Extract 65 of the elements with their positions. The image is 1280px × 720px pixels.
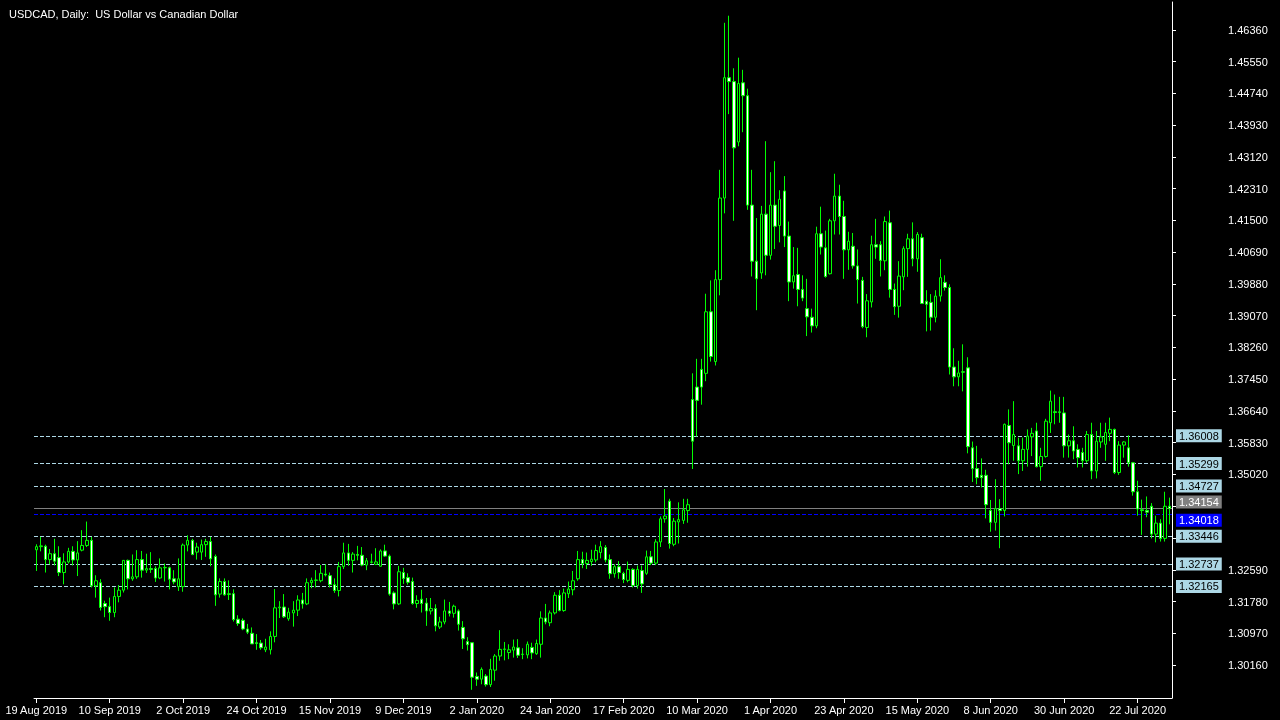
y-tick-label: 1.36640 xyxy=(1228,404,1268,417)
candlestick xyxy=(195,542,199,561)
y-tick-label: 1.45550 xyxy=(1228,55,1268,68)
y-tick-label: 1.43930 xyxy=(1228,119,1268,132)
y-tick-label: 1.32590 xyxy=(1228,563,1268,576)
x-tick-label: 10 Mar 2020 xyxy=(666,703,728,716)
y-tick-label: 1.41500 xyxy=(1228,214,1268,227)
ref-line-label: 1.34727 xyxy=(1179,479,1219,492)
x-tick-label: 2 Oct 2019 xyxy=(156,703,211,716)
x-tick-label: 17 Feb 2020 xyxy=(592,703,655,716)
candlestick xyxy=(516,638,520,659)
x-tick-label: 2 Jan 2020 xyxy=(449,703,505,716)
x-tick-label: 10 Sep 2019 xyxy=(78,703,141,716)
ref-line-label: 1.33446 xyxy=(1179,530,1219,543)
x-tick-label: 30 Jun 2020 xyxy=(1033,703,1095,716)
candlestick xyxy=(461,620,465,650)
candlestick xyxy=(594,544,598,563)
y-tick-label: 1.39070 xyxy=(1228,309,1268,322)
candlestick xyxy=(686,498,690,524)
x-tick-label: 9 Dec 2019 xyxy=(375,703,432,716)
candlestick xyxy=(530,642,534,660)
x-tick-label: 24 Oct 2019 xyxy=(226,703,287,716)
x-tick-label: 15 Nov 2019 xyxy=(298,703,362,716)
candlestick xyxy=(305,577,309,606)
x-tick-label: 1 Apr 2020 xyxy=(743,703,798,716)
y-tick-label: 1.39880 xyxy=(1228,277,1268,290)
x-tick-label: 8 Jun 2020 xyxy=(963,703,1018,716)
ref-line-label: 1.34154 xyxy=(1179,495,1219,508)
y-tick-label: 1.40690 xyxy=(1228,246,1268,259)
x-tick-label: 19 Aug 2019 xyxy=(5,703,68,716)
candlestick xyxy=(989,499,992,533)
y-tick-label: 1.44740 xyxy=(1228,87,1268,100)
candlestick xyxy=(507,643,511,660)
candlestick xyxy=(585,552,589,570)
candlestick xyxy=(360,546,364,567)
candlestick xyxy=(282,593,286,619)
x-tick-label: 15 May 2020 xyxy=(885,703,950,716)
candlestick xyxy=(374,547,378,566)
y-tick-label: 1.42310 xyxy=(1228,182,1268,195)
y-tick-label: 1.38260 xyxy=(1228,341,1268,354)
y-tick-label: 1.35020 xyxy=(1228,468,1268,481)
candlestick xyxy=(764,140,768,276)
candlestick xyxy=(617,560,621,580)
x-tick-label: 24 Jan 2020 xyxy=(519,703,581,716)
ref-line-label: 1.34018 xyxy=(1179,514,1219,527)
candlestick xyxy=(576,550,580,582)
y-tick-label: 1.30160 xyxy=(1228,659,1268,672)
ref-line-label: 1.32165 xyxy=(1179,580,1219,593)
y-tick-label: 1.31780 xyxy=(1228,595,1268,608)
y-tick-label: 1.35830 xyxy=(1228,436,1268,449)
ref-line-label: 1.35299 xyxy=(1179,457,1219,470)
ref-line-label: 1.32737 xyxy=(1179,558,1219,571)
candlestick xyxy=(571,570,575,596)
y-tick-label: 1.46360 xyxy=(1228,23,1268,36)
text: USDCAD, Daily: US Dollar vs Canadian Dollar xyxy=(9,7,239,20)
ref-line-label: 1.36008 xyxy=(1179,429,1219,442)
x-tick-label: 22 Jul 2020 xyxy=(1109,703,1167,716)
x-tick-label: 23 Apr 2020 xyxy=(814,703,874,716)
y-tick-label: 1.43120 xyxy=(1228,150,1268,163)
y-tick-label: 1.37450 xyxy=(1228,373,1268,386)
candlestick xyxy=(975,445,979,485)
candlestick xyxy=(929,293,933,332)
candlestick xyxy=(1163,491,1167,543)
candlestick xyxy=(796,247,800,307)
y-tick-label: 1.30970 xyxy=(1228,627,1268,640)
